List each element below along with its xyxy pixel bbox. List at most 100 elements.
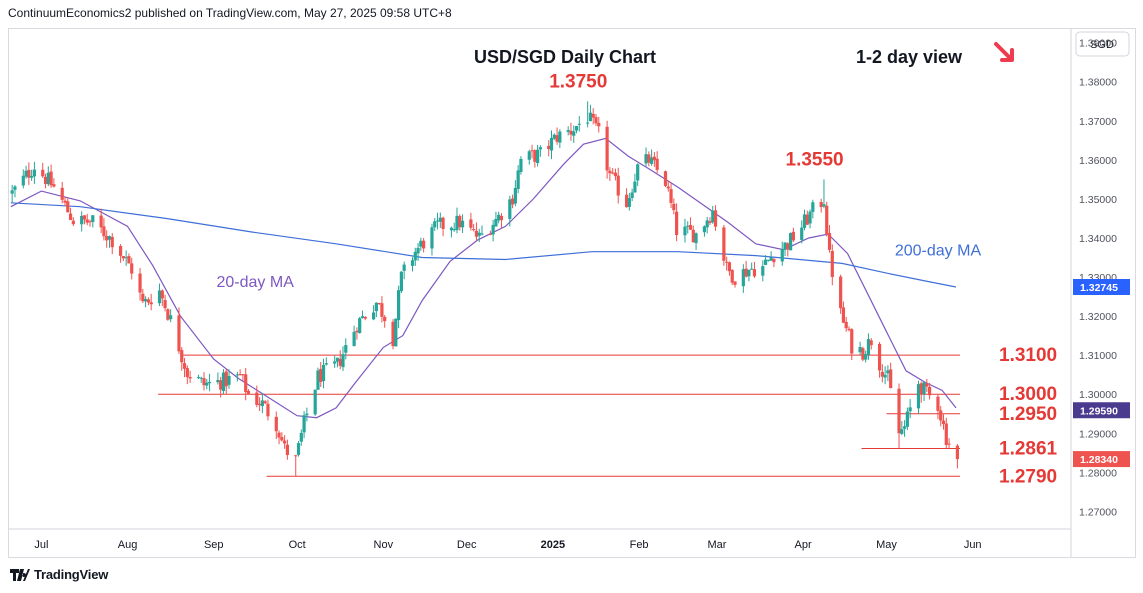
candle-down <box>224 371 228 387</box>
candle-down <box>608 170 612 174</box>
candle-down <box>919 383 923 395</box>
candle-up <box>630 192 634 198</box>
candle-down <box>861 348 865 360</box>
candle-down <box>691 229 695 243</box>
candle-down <box>708 221 712 223</box>
candle-down <box>713 210 718 227</box>
candle-up <box>644 154 648 164</box>
candle-down <box>49 171 53 186</box>
candle-down <box>88 221 92 223</box>
price-tag-label: 1.32745 <box>1080 282 1118 294</box>
candle-down <box>880 371 884 377</box>
ma200-line <box>10 202 957 288</box>
candle-down <box>121 256 125 259</box>
candle-up <box>558 131 562 143</box>
candle-up <box>416 247 420 254</box>
candle-up <box>321 364 326 382</box>
candle-up <box>702 226 707 233</box>
candle-up <box>864 354 868 360</box>
candle-down <box>266 403 270 417</box>
candle-down <box>99 215 103 228</box>
candle-up <box>649 157 654 164</box>
candle-up <box>741 269 745 287</box>
candle-down <box>672 203 676 211</box>
candle-up <box>916 384 921 409</box>
candle-down <box>730 269 734 283</box>
candle-down <box>280 437 284 441</box>
candle-up <box>808 211 812 224</box>
candle-up <box>32 169 37 177</box>
candle-down <box>647 154 651 163</box>
candle-up <box>169 315 173 320</box>
candle-down <box>675 211 679 236</box>
x-tick-label: Sep <box>204 539 224 551</box>
candle-down <box>52 184 56 187</box>
candle-up <box>769 257 773 261</box>
candle-down <box>955 445 960 460</box>
candle-up <box>344 345 348 353</box>
candle-up <box>335 357 340 362</box>
candle-down <box>733 281 737 285</box>
candle-up <box>438 217 442 222</box>
candle-down <box>805 214 809 225</box>
y-tick-label: 1.35000 <box>1079 194 1117 206</box>
candle-up <box>107 236 112 240</box>
candle-down <box>27 169 31 178</box>
y-tick-label: 1.32000 <box>1079 311 1117 323</box>
level-label: 1.3100 <box>999 345 1057 366</box>
candle-down <box>827 233 832 250</box>
candle-up <box>572 131 576 136</box>
candle-up <box>433 221 437 228</box>
level-label: 1.3000 <box>999 384 1057 405</box>
candle-up <box>886 370 890 374</box>
candle-up <box>527 151 531 160</box>
candle-down <box>939 410 943 421</box>
candle-up <box>394 318 398 347</box>
candle-down <box>274 416 278 432</box>
candle-down <box>68 213 73 221</box>
candle-down <box>655 158 659 170</box>
candle-down <box>130 263 134 274</box>
candle-up <box>783 242 787 250</box>
candle-up <box>333 361 337 364</box>
candle-down <box>752 269 757 277</box>
candle-up <box>402 264 406 271</box>
candle-up <box>316 370 320 390</box>
candle-down <box>391 321 395 347</box>
candle-down <box>246 390 251 394</box>
candle-up <box>750 268 754 270</box>
candle-up <box>449 227 454 231</box>
candle-down <box>663 171 668 186</box>
candle-up <box>124 257 128 259</box>
peak-label: 1.3550 <box>786 149 844 170</box>
candle-up <box>494 218 498 227</box>
candle-up <box>24 170 28 177</box>
candle-up <box>905 411 909 427</box>
candle-down <box>772 258 776 263</box>
candle-down <box>510 198 515 205</box>
candle-down <box>138 273 142 293</box>
candle-down <box>141 293 145 302</box>
chart-frame[interactable] <box>8 28 1136 558</box>
candle-up <box>455 215 459 231</box>
candle-down <box>936 396 940 411</box>
x-tick-label: Jun <box>964 539 982 551</box>
x-tick-label: Nov <box>374 539 394 551</box>
level-label: 1.2861 <box>999 439 1058 460</box>
x-tick-label: Jul <box>34 539 48 551</box>
candle-up <box>552 134 556 139</box>
candle-up <box>46 172 50 185</box>
candle-down <box>163 299 167 309</box>
candle-down <box>555 135 559 142</box>
candle-up <box>588 112 593 122</box>
candle-up <box>205 382 209 386</box>
candle-up <box>207 381 212 384</box>
candle-down <box>533 150 537 162</box>
candle-down <box>338 358 342 366</box>
candle-up <box>633 181 637 193</box>
candle-down <box>422 240 426 249</box>
candle-up <box>371 312 376 320</box>
candle-up <box>536 149 540 164</box>
candle-down <box>102 226 106 237</box>
